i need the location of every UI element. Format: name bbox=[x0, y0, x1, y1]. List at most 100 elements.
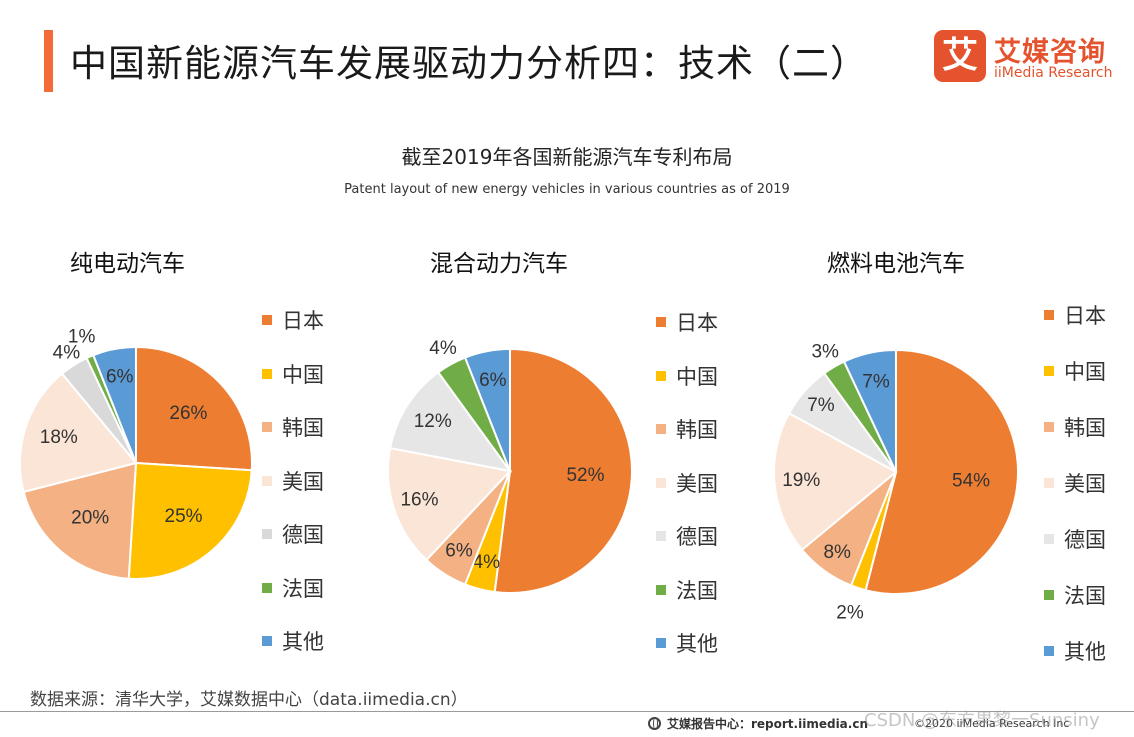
legend-item-fuel-cell-6: 其他 bbox=[1044, 636, 1106, 666]
logo-en-text: iiMedia Research bbox=[994, 65, 1113, 81]
legend-item-hybrid-6: 其他 bbox=[656, 628, 718, 658]
legend-label-fuel-cell-6: 其他 bbox=[1064, 640, 1106, 664]
logo-mark-icon: 艾 bbox=[934, 30, 986, 82]
legend-label-fuel-cell-0: 日本 bbox=[1064, 304, 1106, 328]
legend-item-fuel-cell-5: 法国 bbox=[1044, 580, 1106, 610]
pie-data-label-hybrid-3: 16% bbox=[400, 489, 438, 510]
pie-data-label-bev-6: 6% bbox=[106, 367, 134, 388]
legend-swatch-bev-4 bbox=[262, 529, 272, 539]
pie-data-label-bev-4: 4% bbox=[53, 342, 81, 363]
chart-subtitle: Patent layout of new energy vehicles in … bbox=[344, 182, 790, 197]
footer-copyright: ©2020 iiMedia Research Inc bbox=[914, 717, 1070, 730]
legend-item-fuel-cell-1: 中国 bbox=[1044, 356, 1106, 386]
legend-swatch-bev-1 bbox=[262, 368, 272, 379]
legend-item-fuel-cell-4: 德国 bbox=[1044, 524, 1106, 554]
legend-item-fuel-cell-2: 韩国 bbox=[1044, 412, 1106, 442]
pie-data-label-hybrid-5: 4% bbox=[429, 338, 457, 359]
legend-swatch-hybrid-3 bbox=[656, 477, 666, 488]
iimedia-logo[interactable]: 艾 艾媒咨询 iiMedia Research bbox=[934, 30, 1124, 86]
pie-data-label-bev-3: 18% bbox=[40, 427, 78, 448]
legend-label-bev-3: 美国 bbox=[282, 469, 324, 494]
legend-label-hybrid-3: 美国 bbox=[676, 471, 718, 496]
globe-icon bbox=[648, 717, 661, 730]
legend-label-fuel-cell-2: 韩国 bbox=[1064, 416, 1106, 440]
legend-label-bev-6: 其他 bbox=[282, 630, 324, 654]
pie-data-label-hybrid-4: 12% bbox=[414, 411, 452, 432]
legend-swatch-bev-2 bbox=[262, 422, 272, 432]
pie-slice-hybrid-6 bbox=[463, 347, 511, 472]
legend-item-fuel-cell-3: 美国 bbox=[1044, 468, 1106, 498]
legend-swatch-fuel-cell-4 bbox=[1044, 534, 1054, 544]
legend-item-hybrid-5: 法国 bbox=[656, 575, 718, 605]
legend-fuel-cell: 日本中国韩国美国德国法国其他 bbox=[1044, 300, 1134, 680]
legend-swatch-bev-5 bbox=[262, 582, 272, 593]
legend-swatch-hybrid-2 bbox=[656, 424, 666, 434]
legend-item-bev-0: 日本 bbox=[262, 305, 324, 335]
pie-data-label-fuel-cell-5: 3% bbox=[811, 341, 839, 362]
legend-label-fuel-cell-3: 美国 bbox=[1064, 472, 1106, 496]
pie-data-label-fuel-cell-6: 7% bbox=[862, 372, 890, 393]
legend-label-hybrid-1: 中国 bbox=[676, 364, 718, 389]
legend-item-bev-5: 法国 bbox=[262, 573, 324, 603]
legend-label-bev-1: 中国 bbox=[282, 362, 324, 387]
legend-item-fuel-cell-0: 日本 bbox=[1044, 300, 1106, 330]
legend-label-fuel-cell-1: 中国 bbox=[1064, 360, 1106, 384]
pie-slice-bev-6 bbox=[91, 345, 137, 464]
legend-swatch-bev-6 bbox=[262, 636, 272, 646]
pie-data-label-fuel-cell-1: 2% bbox=[836, 603, 864, 624]
legend-label-bev-2: 韩国 bbox=[282, 416, 324, 440]
pie-slice-bev-0 bbox=[135, 345, 253, 472]
footer-report-link[interactable]: 艾媒报告中心：report.iimedia.cn bbox=[648, 715, 868, 732]
legend-label-hybrid-5: 法国 bbox=[676, 578, 718, 603]
legend-item-hybrid-2: 韩国 bbox=[656, 414, 718, 444]
pie-data-label-bev-5: 1% bbox=[68, 326, 96, 347]
legend-label-fuel-cell-4: 德国 bbox=[1064, 528, 1106, 552]
pie-slice-hybrid-4 bbox=[388, 370, 513, 473]
pie-data-label-hybrid-2: 6% bbox=[445, 540, 473, 561]
pie-data-label-fuel-cell-3: 19% bbox=[782, 470, 820, 491]
legend-swatch-fuel-cell-2 bbox=[1044, 422, 1054, 432]
page-title: 中国新能源汽车发展驱动力分析四：技术（二） bbox=[70, 42, 868, 85]
legend-item-bev-1: 中国 bbox=[262, 359, 324, 389]
pie-title-bev: 纯电动汽车 bbox=[70, 251, 185, 277]
pie-slice-fuel-cell-6 bbox=[842, 348, 897, 473]
pie-slice-fuel-cell-3 bbox=[773, 411, 898, 552]
pie-data-label-bev-2: 20% bbox=[71, 507, 109, 528]
pie-data-label-hybrid-1: 4% bbox=[473, 552, 501, 573]
pie-data-label-fuel-cell-0: 54% bbox=[952, 470, 990, 491]
legend-swatch-fuel-cell-5 bbox=[1044, 590, 1054, 600]
legend-item-hybrid-4: 德国 bbox=[656, 521, 718, 551]
footer-report-text: 艾媒报告中心：report.iimedia.cn bbox=[667, 717, 868, 731]
legend-item-bev-6: 其他 bbox=[262, 626, 324, 656]
legend-item-bev-2: 韩国 bbox=[262, 412, 324, 442]
legend-bev: 日本中国韩国美国德国法国其他 bbox=[262, 305, 382, 665]
legend-swatch-hybrid-5 bbox=[656, 584, 666, 595]
csdn-watermark: CSDN @东方果黎一Sunsiny bbox=[864, 710, 1100, 731]
footer-divider bbox=[0, 711, 1134, 712]
pie-data-label-bev-0: 26% bbox=[169, 403, 207, 424]
data-source-note: 数据来源：清华大学，艾媒数据中心（data.iimedia.cn） bbox=[30, 690, 468, 710]
legend-swatch-bev-0 bbox=[262, 315, 272, 325]
legend-item-bev-3: 美国 bbox=[262, 466, 324, 496]
legend-swatch-hybrid-1 bbox=[656, 370, 666, 381]
legend-hybrid: 日本 中国 韩国 美国 德国 法国 其他 bbox=[656, 307, 776, 667]
title-accent-bar bbox=[44, 30, 53, 92]
legend-swatch-bev-3 bbox=[262, 475, 272, 486]
legend-label-hybrid-4: 德国 bbox=[676, 525, 718, 549]
legend-swatch-fuel-cell-1 bbox=[1044, 366, 1054, 376]
pie-data-label-hybrid-6: 6% bbox=[479, 370, 507, 391]
pie-data-label-hybrid-0: 52% bbox=[566, 465, 604, 486]
legend-swatch-hybrid-0 bbox=[656, 317, 666, 327]
pie-chart-hybrid: 52%4%6%16%12%4%6% bbox=[387, 338, 633, 594]
legend-item-hybrid-3: 美国 bbox=[656, 468, 718, 498]
legend-swatch-hybrid-6 bbox=[656, 638, 666, 648]
legend-swatch-hybrid-4 bbox=[656, 531, 666, 541]
legend-item-hybrid-1: 中国 bbox=[656, 361, 718, 391]
legend-swatch-fuel-cell-6 bbox=[1044, 646, 1054, 656]
legend-label-bev-4: 德国 bbox=[282, 523, 324, 547]
legend-label-bev-0: 日本 bbox=[282, 309, 324, 333]
pie-data-label-fuel-cell-4: 7% bbox=[807, 395, 835, 416]
pie-title-fuel-cell: 燃料电池汽车 bbox=[827, 251, 965, 277]
legend-label-hybrid-2: 韩国 bbox=[676, 418, 718, 442]
pie-slice-bev-1 bbox=[127, 461, 253, 580]
